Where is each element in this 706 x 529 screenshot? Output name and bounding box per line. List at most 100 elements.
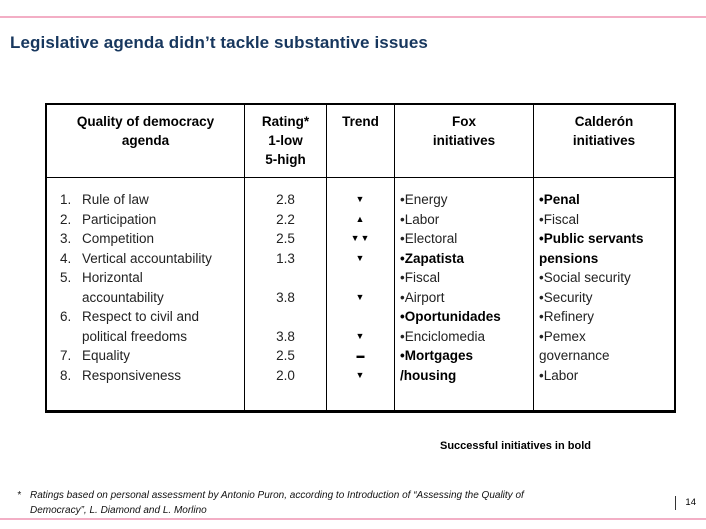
calderon-initiative: •Refinery [539,309,594,324]
footnote-text: Ratings based on personal assessment by … [30,488,524,518]
footnote-asterisk: * [17,490,21,501]
agenda-number: 3. [60,231,72,246]
calderon-initiative-successful: •Public servants [539,231,644,246]
agenda-line: 5. Horizontal [60,268,244,288]
rating-value: 3.8 [276,289,295,305]
calderon-initiative: governance [539,348,610,363]
header-calderon-line2: initiatives [572,133,636,148]
agenda-text: Respect to civil and [82,309,200,324]
fox-initiative: •Labor [400,211,440,227]
calderon-initiative-successful: •Penal [539,192,580,207]
agenda-number: 4. [60,250,72,266]
fox-initiative: •Energy [400,192,448,207]
trend-down-icon: ▼ [355,330,366,341]
agenda-number: 1. [60,192,72,207]
agenda-line: 3. Competition [60,229,244,249]
agenda-text: Competition [82,231,155,246]
rating-value: 2.5 [276,231,295,246]
trend-double-down-icon: ▼▼ [350,233,371,243]
footnote-line1: Ratings based on personal assessment by … [30,490,524,501]
fox-initiative: •Airport [400,289,445,305]
calderon-initiative: •Fiscal [539,211,579,227]
agenda-column: 1. Rule of law 2. Participation 3. Competit… [47,178,245,410]
header-agenda-line2: agenda [121,133,170,148]
footnote: * Ratings based on personal assessment b… [17,488,524,518]
header-fox-line1: Fox [451,114,476,129]
page-number: 14 [675,496,696,510]
calderon-initiative: •Labor [539,367,579,383]
header-rating: Rating* 1-low 5-high [245,105,327,178]
header-agenda: Quality of democracy agenda [47,105,245,178]
footnote-line2: Democracy”, L. Diamond and L. Morlino [30,505,207,516]
agenda-number [60,288,82,308]
trend-down-icon: ▼ [355,252,366,263]
agenda-line: 4. Vertical accountability [60,249,244,269]
header-rating-line3: 5-high [265,152,306,167]
agenda-number: 2. [60,211,72,227]
header-trend: Trend [327,105,395,178]
fox-initiative: •Electoral [400,231,458,246]
agenda-line: 7. Equality [60,346,244,366]
democracy-quality-table: Quality of democracy agenda Rating* 1-lo… [45,103,676,413]
calderon-initiative: •Security [539,289,593,305]
agenda-text: Participation [82,211,157,227]
header-trend-line1: Trend [342,114,379,129]
calderon-initiatives-column: •Penal •Fiscal •Public servants pensions… [534,178,674,410]
fox-initiative: •Enciclomedia [400,328,486,344]
fox-initiative: •Fiscal [400,270,440,285]
rating-value [245,268,326,288]
trend-down-icon: ▼ [355,291,366,302]
rating-value: 1.3 [276,250,295,266]
agenda-text: Vertical accountability [82,250,212,266]
agenda-line: 8. Responsiveness [60,366,244,386]
agenda-text: Responsiveness [82,367,182,383]
agenda-text: Equality [82,348,131,363]
trend-down-icon: ▼ [355,369,366,380]
fox-initiative-successful: •Mortgages [400,348,473,363]
rating-value: 3.8 [276,328,295,344]
agenda-line: 1. Rule of law [60,190,244,210]
agenda-text: Rule of law [82,192,149,207]
trend-down-icon: ▼ [355,194,366,204]
fox-initiative-successful: /housing [400,367,457,383]
header-agenda-line1: Quality of democracy [76,114,215,129]
agenda-line: 6. Respect to civil and [60,307,244,327]
trend-flat-icon: ▬ [356,351,365,360]
top-accent-divider [0,16,706,18]
agenda-number [60,327,82,347]
fox-initiative-successful: •Zapatista [400,250,464,266]
agenda-line: accountability [60,288,244,308]
rating-value: 2.5 [276,348,295,363]
agenda-text: political freedoms [82,328,188,344]
header-calderon: Calderón initiatives [534,105,674,178]
agenda-text: accountability [82,289,164,305]
bold-legend-note: Successful initiatives in bold [440,440,591,452]
agenda-text: Horizontal [82,270,143,285]
rating-value: 2.0 [276,367,295,383]
calderon-initiative: •Social security [539,270,631,285]
calderon-initiative-successful: pensions [539,250,599,266]
header-rating-line1: Rating* [261,114,310,129]
agenda-line: political freedoms [60,327,244,347]
agenda-number: 5. [60,270,72,285]
calderon-initiative: •Pemex [539,328,586,344]
bottom-accent-divider [0,518,706,520]
agenda-number: 6. [60,309,72,324]
agenda-number: 8. [60,367,72,383]
fox-initiative-successful: •Oportunidades [400,309,501,324]
trend-up-icon: ▲ [355,213,366,224]
rating-value [245,307,326,327]
header-fox: Fox initiatives [395,105,534,178]
rating-value: 2.8 [276,192,295,207]
page-title: Legislative agenda didn’t tackle substan… [10,33,428,53]
trend-empty [327,307,394,327]
header-calderon-line1: Calderón [574,114,634,129]
header-fox-line2: initiatives [432,133,496,148]
trend-empty [327,268,394,288]
fox-initiatives-column: •Energy •Labor •Electoral •Zapatista •Fi… [395,178,534,410]
trend-column: ▼ ▲ ▼▼ ▼ ▼ ▼ ▬ ▼ [327,178,395,410]
agenda-line: 2. Participation [60,210,244,230]
agenda-number: 7. [60,348,72,363]
rating-column: 2.8 2.2 2.5 1.3 3.8 3.8 2.5 2.0 [245,178,327,410]
rating-value: 2.2 [276,211,295,227]
